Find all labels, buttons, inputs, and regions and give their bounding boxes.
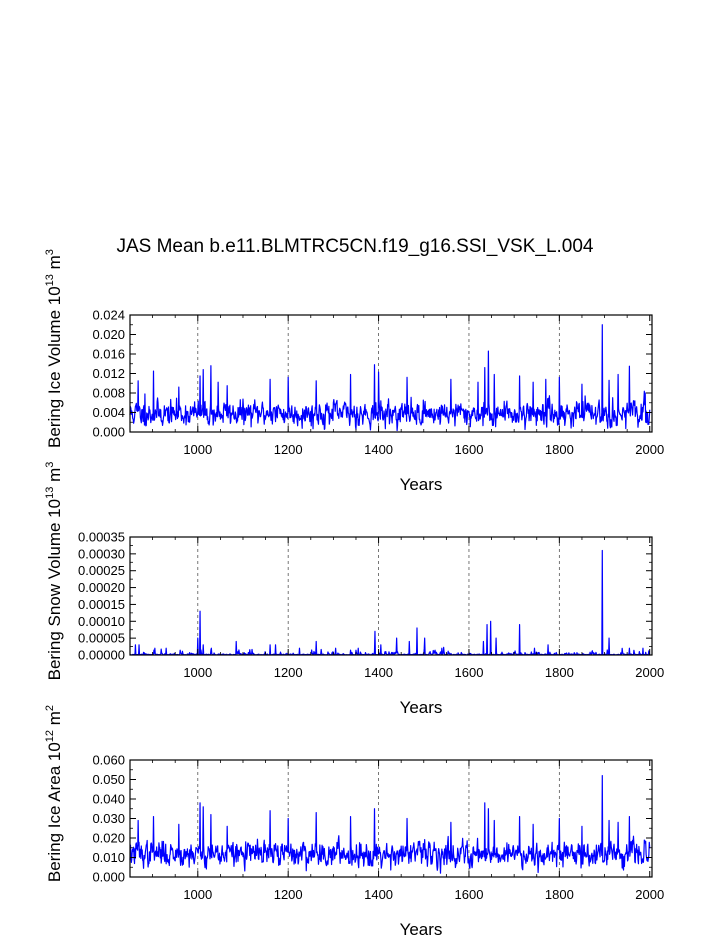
x-tick-label: 1400 [364, 442, 393, 457]
y-axis-label-exponent: 12 [44, 730, 56, 742]
y-tick-label: 0.00030 [78, 546, 125, 561]
x-axis-label: Years [400, 698, 443, 717]
x-axis-label: Years [400, 920, 443, 935]
y-axis-label-unit-exponent: 2 [44, 705, 56, 711]
y-tick-label: 0.024 [92, 308, 125, 323]
y-tick-label: 0.016 [92, 347, 125, 362]
y-tick-label: 0.040 [92, 792, 125, 807]
y-axis-label-exponent: 13 [44, 487, 56, 499]
y-axis-label-unit-exponent: 3 [44, 462, 56, 468]
panel-2: 1000 1200 1400 1600 1800 2000 0.00000 0.00005 0.… [44, 462, 664, 717]
chart-title: JAS Mean b.e11.BLMTRC5CN.f19_g16.SSI_VSK… [116, 236, 593, 257]
y-tick-label: 0.00015 [78, 597, 125, 612]
data-series-line [129, 549, 651, 656]
y-axis-label: Bering Ice Area 1012 m2 [44, 705, 64, 882]
x-tick-label: 1200 [274, 887, 303, 902]
y-axis-label-unit-exponent: 3 [44, 249, 56, 255]
x-tick-label: 2000 [635, 665, 664, 680]
y-tick-label: 0.060 [92, 753, 125, 768]
y-tick-label: 0.000 [92, 870, 125, 885]
y-tick-label: 0.00035 [78, 530, 125, 545]
panel-1: 1000 1200 1400 1600 1800 2000 0.000 0.004 0.008 0… [44, 249, 664, 494]
y-axis-label: Bering Ice Volume 1013 m3 [44, 249, 64, 448]
y-axis-label: Bering Snow Volume 1013 m3 [44, 462, 64, 681]
x-tick-label: 1000 [183, 665, 212, 680]
data-series-line [129, 324, 651, 432]
panel-3: 1000 1200 1400 1600 1800 2000 0.000 0.010 0.020 0… [44, 705, 664, 935]
y-tick-label: 0.00005 [78, 631, 125, 646]
x-axis-label: Years [400, 475, 443, 494]
y-tick-label: 0.008 [92, 386, 125, 401]
y-tick-label: 0.020 [92, 831, 125, 846]
x-tick-label: 1400 [364, 665, 393, 680]
y-tick-label: 0.00010 [78, 614, 125, 629]
x-tick-label: 1600 [455, 887, 484, 902]
y-tick-label: 0.012 [92, 366, 125, 381]
x-tick-label: 1800 [545, 442, 574, 457]
y-tick-label: 0.00000 [78, 648, 125, 663]
x-tick-label: 1800 [545, 665, 574, 680]
y-axis-label-unit: m [45, 468, 64, 487]
x-tick-label: 1200 [274, 442, 303, 457]
y-tick-label: 0.00025 [78, 563, 125, 578]
x-tick-label: 1600 [455, 442, 484, 457]
y-axis-label-unit: m [45, 255, 64, 274]
x-tick-label: 1400 [364, 887, 393, 902]
y-tick-label: 0.050 [92, 772, 125, 787]
plot-frame [129, 536, 653, 656]
y-tick-label: 0.000 [92, 425, 125, 440]
data-series-line [129, 774, 651, 874]
y-axis-label-exponent: 13 [44, 274, 56, 286]
y-axis-label-unit: m [45, 711, 64, 730]
x-tick-label: 2000 [635, 887, 664, 902]
y-axis-label-text: Bering Ice Area 10 [45, 742, 64, 882]
y-tick-label: 0.020 [92, 327, 125, 342]
x-tick-label: 1000 [183, 442, 212, 457]
x-tick-label: 1600 [455, 665, 484, 680]
y-tick-label: 0.030 [92, 811, 125, 826]
y-axis-label-text: Bering Ice Volume 10 [45, 286, 64, 448]
y-tick-label: 0.004 [92, 405, 125, 420]
y-tick-label: 0.00020 [78, 580, 125, 595]
x-tick-label: 1800 [545, 887, 574, 902]
y-tick-label: 0.010 [92, 850, 125, 865]
x-tick-label: 1000 [183, 887, 212, 902]
y-axis-label-text: Bering Snow Volume 10 [45, 499, 64, 680]
x-tick-label: 2000 [635, 442, 664, 457]
x-tick-label: 1200 [274, 665, 303, 680]
